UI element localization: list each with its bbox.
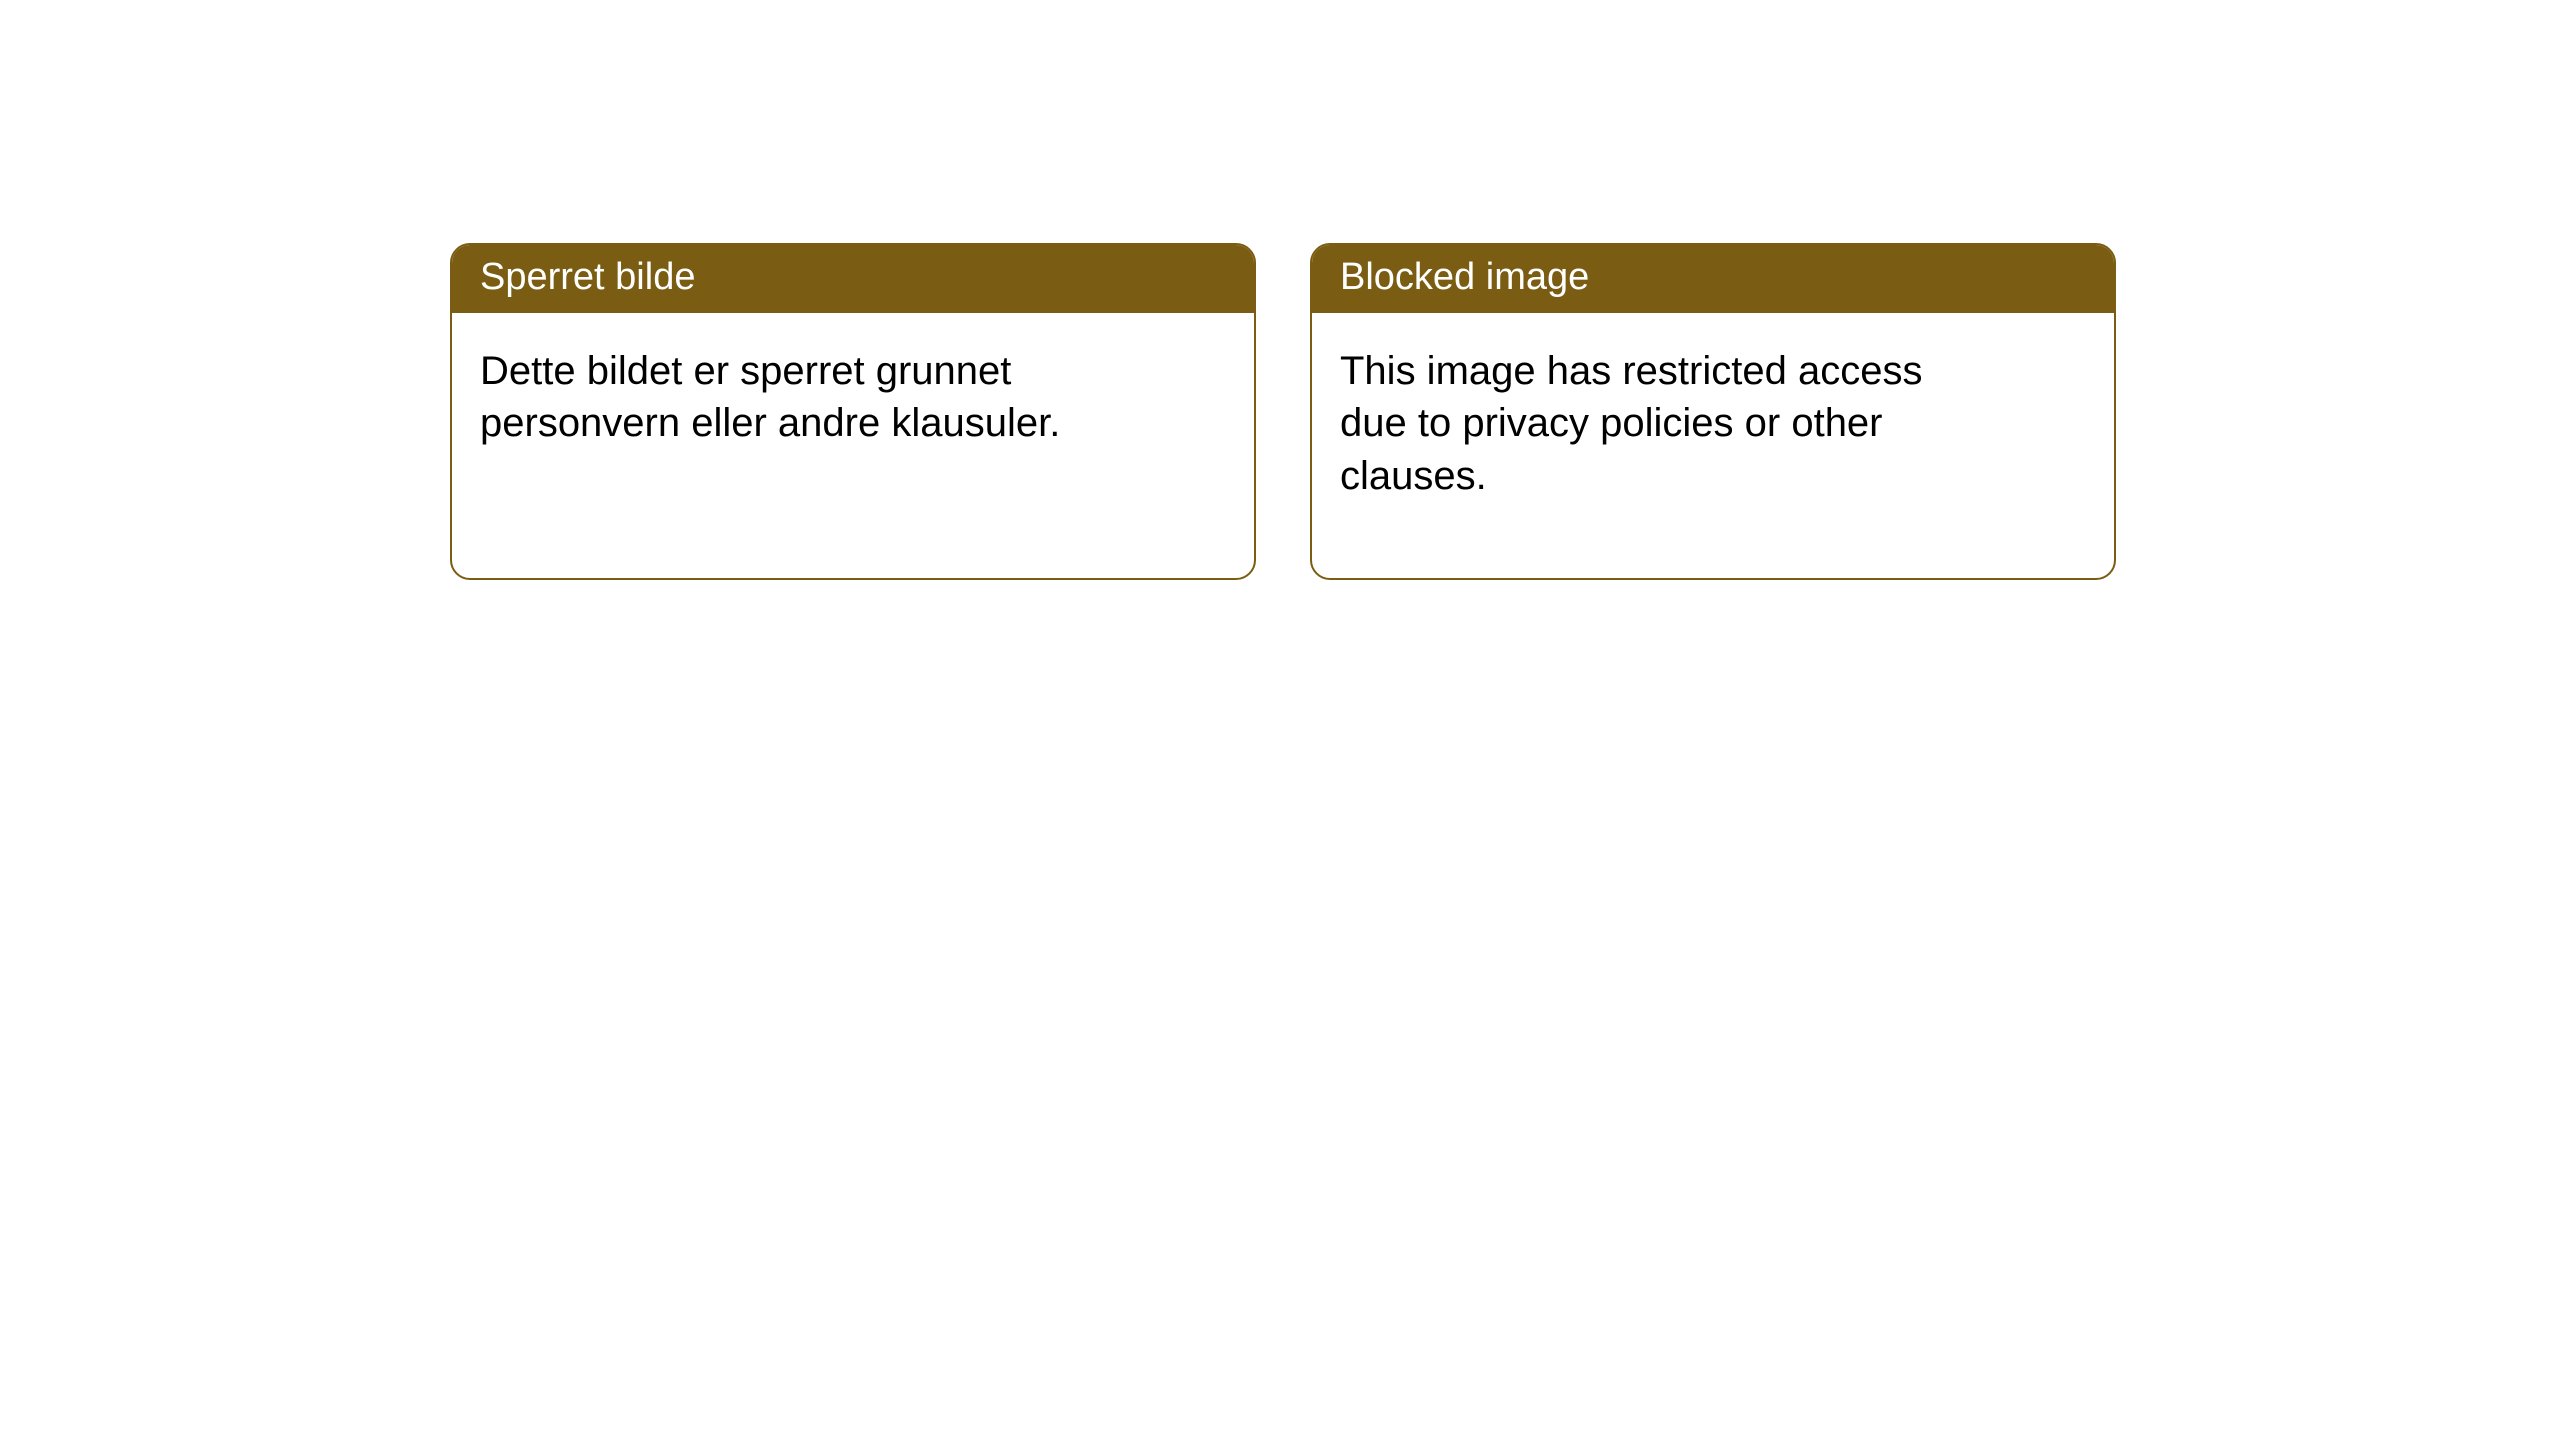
blocked-image-card-no: Sperret bilde Dette bildet er sperret gr…	[450, 243, 1256, 580]
notice-container: Sperret bilde Dette bildet er sperret gr…	[0, 0, 2560, 580]
card-header: Blocked image	[1312, 245, 2114, 313]
card-header: Sperret bilde	[452, 245, 1254, 313]
card-body: Dette bildet er sperret grunnet personve…	[452, 313, 1152, 483]
blocked-image-card-en: Blocked image This image has restricted …	[1310, 243, 2116, 580]
card-body: This image has restricted access due to …	[1312, 313, 2012, 535]
